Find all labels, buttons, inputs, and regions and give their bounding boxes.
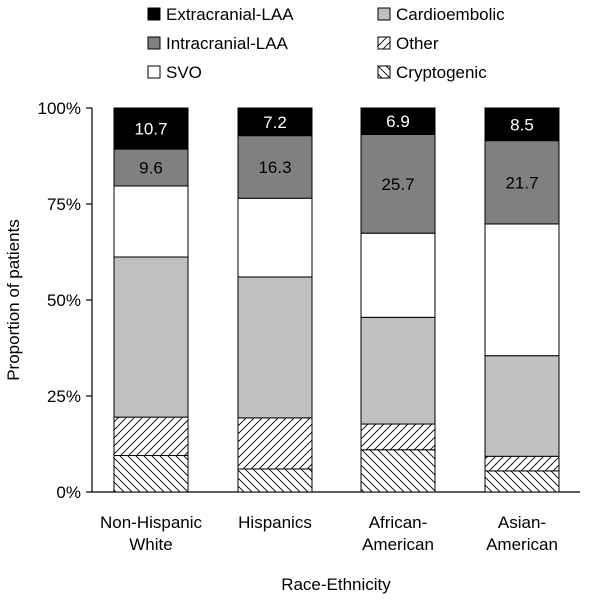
bar-segment-cardioembolic [113,256,189,418]
x-tick-label: White [129,535,172,554]
bar-group-asian-american: 21.7 8.5 [484,107,560,493]
bar-segment-other [360,423,436,451]
legend-item-extracranial-laa: Extracranial-LAA [147,5,294,24]
bar-segment-cryptogenic [237,468,313,493]
legend-swatch-cardioembolic [377,7,391,21]
data-label-extracranial-laa: 10.7 [134,120,167,139]
bar-segment-svo [484,223,560,357]
legend-label-cryptogenic: Cryptogenic [396,63,487,82]
bar-segment-extracranial-laa [237,107,313,137]
legend-item-intracranial-laa: Intracranial-LAA [147,34,289,53]
bar-segment-other [113,416,189,457]
legend-item-cardioembolic: Cardioembolic [377,5,505,24]
bar-segment-intracranial-laa [237,135,313,199]
legend-swatch-other [377,36,391,50]
bar-segment-intracranial-laa [113,148,189,187]
bar-segment-other [484,455,560,472]
legend-swatch-svo [147,65,161,79]
data-label-intracranial-laa: 16.3 [258,158,291,177]
bar-segment-intracranial-laa [484,140,560,225]
y-tick-label: 100% [38,99,81,118]
legend-label-cardioembolic: Cardioembolic [396,5,505,24]
bar-segment-svo [360,232,436,318]
bar-segment-other [237,417,313,470]
legend-label-svo: SVO [166,63,202,82]
bar-segment-extracranial-laa [113,107,189,150]
legend: Extracranial-LAA Intracranial-LAA SVO Cardi… [147,5,505,82]
legend-item-cryptogenic: Cryptogenic [377,63,487,82]
bars: 9.6 10.7 16.3 7.2 25.7 6.9 21.7 8.5 [113,107,560,493]
data-label-intracranial-laa: 21.7 [505,173,538,192]
data-label-extracranial-laa: 7.2 [263,113,287,132]
data-label-extracranial-laa: 6.9 [386,112,410,131]
bar-group-african-american: 25.7 6.9 [360,107,436,493]
legend-swatch-cryptogenic [377,65,391,79]
x-tick-label: Non-Hispanic [100,513,203,532]
x-axis-label: Race-Ethnicity [281,575,391,594]
bar-segment-svo [113,185,189,258]
legend-swatch-intracranial-laa [147,36,161,50]
legend-item-other: Other [377,34,439,53]
legend-label-intracranial-laa: Intracranial-LAA [166,34,289,53]
x-tick-label: Asian- [498,513,546,532]
x-tick-label: African- [369,513,428,532]
data-label-extracranial-laa: 8.5 [510,115,534,134]
bar-segment-cryptogenic [360,449,436,493]
data-label-intracranial-laa: 25.7 [381,175,414,194]
bar-group-non-hispanic-white: 9.6 10.7 [113,107,189,493]
y-tick-label: 25% [47,387,81,406]
legend-item-svo: SVO [147,63,202,82]
bar-segment-cardioembolic [360,316,436,425]
axis-labels: Non-Hispanic White Hispanics African- Americ… [4,219,558,594]
legend-label-extracranial-laa: Extracranial-LAA [166,5,294,24]
legend-swatch-extracranial-laa [147,7,161,21]
bar-segment-cardioembolic [484,355,560,457]
data-label-intracranial-laa: 9.6 [139,159,163,178]
bar-segment-svo [237,197,313,278]
bar-segment-cryptogenic [484,470,560,493]
x-tick-label: American [486,535,558,554]
bar-group-hispanics: 16.3 7.2 [237,107,313,493]
bar-segment-extracranial-laa [360,107,436,135]
bar-segment-extracranial-laa [484,107,560,142]
x-tick-label: American [362,535,434,554]
y-axis-label: Proportion of patients [4,219,23,381]
y-tick-label: 75% [47,195,81,214]
legend-label-other: Other [396,34,439,53]
bar-segment-cardioembolic [237,276,313,419]
x-tick-label: Hispanics [238,513,312,532]
y-tick-label: 0% [56,483,81,502]
y-tick-label: 50% [47,291,81,310]
bar-segment-cryptogenic [113,455,189,493]
